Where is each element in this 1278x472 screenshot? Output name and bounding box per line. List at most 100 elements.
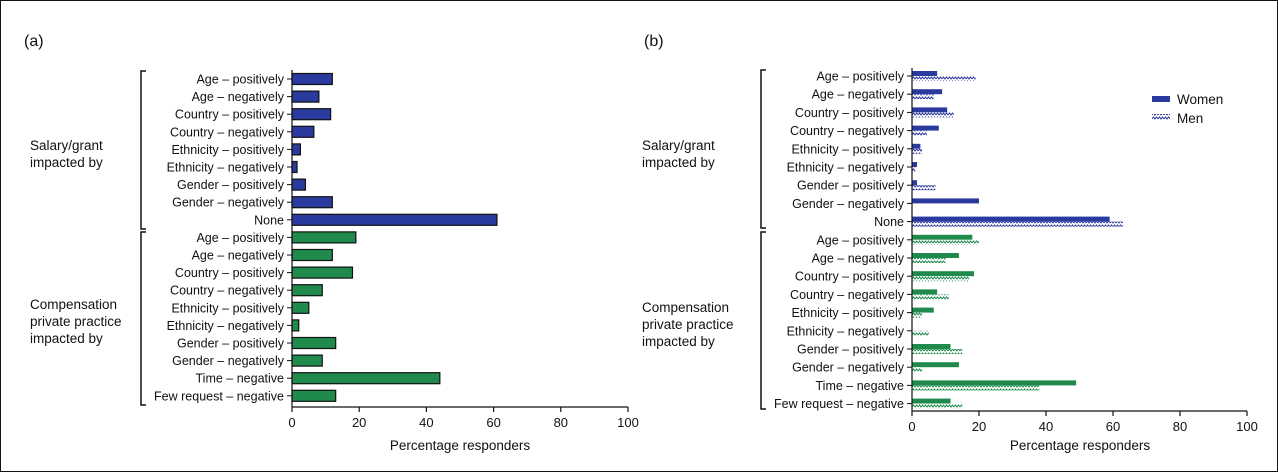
panel-b-salary-group-label: Salary/grant impacted by [642,138,719,170]
panel-b-compensation-men-bar [912,349,963,354]
panel-a-category-label: None [254,213,284,227]
panel-a-x-tick-label: 40 [419,415,433,430]
panel-a-category-label: Country – negatively [170,284,285,298]
panel-a-category-label: Age – negatively [192,90,285,104]
panel-a-salary-bar [291,160,298,174]
legend-men-swatch [1152,114,1170,120]
panel-b-compensation-women-bar [912,344,951,349]
legend-women-swatch [1152,96,1170,102]
panel-a-compensation-bar [291,248,333,262]
panel-a-comp-label-line-2: private practice [30,314,122,329]
panel-a-compensation-bar [291,231,357,244]
panel-a-compensation-bar [291,354,323,367]
panel-a-salary-group-label: Salary/grant impacted by [30,138,107,170]
panel-a-x-tick-label: 0 [288,415,295,430]
panel-a-salary-bar [291,143,301,156]
panel-a-compensation-bracket [140,231,146,406]
panel-b-compensation-men-bar [912,276,969,282]
panel-a-category-label: Ethnicity – negatively [167,319,285,333]
panel-a: (a) Salary/grant impacted by Compensatio… [24,33,639,453]
panel-b-compensation-men-bar [912,312,923,318]
panel-b-salary-men-bar [912,112,954,118]
panel-a-compensation-bar [291,266,354,279]
panel-a-category-label: Time – negative [196,372,285,386]
panel-b-compensation-women-bar [912,362,959,368]
panel-b-compensation-bracket [760,231,766,410]
panel-a-compensation-bar [291,301,310,314]
panel-b-salary-women-bar [912,143,921,149]
panel-a-compensation-bar [291,389,337,402]
panel-b-label: (b) [644,33,664,50]
panel-a-x-tick-label: 100 [617,415,639,430]
panel-a-compensation-bar [291,319,300,332]
panel-b-category-label: Gender – positively [797,343,905,357]
panel-a-category-label: Gender – negatively [172,354,285,368]
panel-b-compensation-men-bar [912,258,946,263]
panel-b-compensation-women-bar [912,271,974,277]
panel-b-salary-women-bar [912,107,948,113]
panel-b-compensation-women-bar [912,380,1077,386]
panel-b-salary-men-bar [912,167,916,172]
panel-a-salary-bar [291,213,498,226]
panel-b-compensation-women-bar [912,398,951,404]
panel-b-compensation-women-bar [912,234,973,240]
panel-b-category-label: Time – negative [816,379,905,393]
panel-a-category-label: Age – negatively [192,249,285,263]
panel-a-category-label: Gender – positively [177,178,285,192]
panel-b-category-label: Age – positively [816,70,904,84]
panel-b-salary-men-bar [912,185,936,191]
panel-b-salary-women-bar [912,216,1110,222]
panel-a-plot: Age – positively Age – negatively Country … [154,70,639,430]
panel-a-category-label: Gender – positively [177,337,285,351]
panel-a-category-label: Ethnicity – positively [171,143,284,157]
legend-men-label: Men [1177,111,1203,126]
panel-b-group-labels: Salary/grant impacted by Compensation pr… [642,138,734,349]
panel-b-salary-women-bar [912,198,979,204]
panel-b-compensation-men-bar [912,367,923,373]
panel-a-brackets [140,70,146,406]
panel-b-salary-women-bar [912,180,918,186]
panel-b-category-label: Ethnicity – negatively [787,161,905,175]
panel-b-category-label: Gender – negatively [792,361,905,375]
panel-a-comp-label-line-3: impacted by [30,331,103,346]
panel-a-salary-bar [291,125,315,138]
panel-b: (b) Salary/grant impacted by Compensatio… [642,33,1258,453]
panel-b-salary-women-bar [912,71,938,76]
panel-a-category-label: Few request – negative [154,389,284,403]
panel-b-category-label: Few request – negative [774,397,904,411]
panel-b-salary-men-bar [912,148,923,154]
panel-b-salary-men-bar [912,130,928,136]
panel-b-x-tick-label: 60 [1106,419,1120,434]
panel-b-compensation-men-bar [912,239,979,245]
panel-b-category-label: Country – negatively [790,288,905,302]
panel-b-compensation-men-bar [912,294,949,300]
panel-a-salary-bar [291,90,320,103]
panel-a-compensation-bar [291,372,441,385]
panel-b-compensation-men-bar [912,403,963,409]
panel-b-category-label: Age – positively [816,233,904,247]
panel-a-x-tick-label: 80 [554,415,568,430]
panel-b-x-axis-title: Percentage responders [1010,438,1151,453]
panel-b-category-label: None [874,215,904,229]
panel-b-salary-men-bar [912,221,1124,227]
panel-b-compensation-women-bar [912,289,938,295]
panel-b-category-label: Age – negatively [812,88,905,102]
panel-b-comp-label-line-1: Compensation [642,300,729,315]
panel-a-category-label: Ethnicity – negatively [167,161,285,175]
panel-b-category-label: Age – negatively [812,252,905,266]
panel-b-x-tick-label: 0 [908,419,915,434]
panel-a-salary-bar [291,108,332,121]
panel-b-category-label: Ethnicity – positively [791,142,904,156]
panel-b-salary-women-bar [912,162,918,167]
panel-b-salary-women-bar [912,89,943,95]
panel-b-category-label: Country – negatively [790,124,905,138]
panel-a-category-label: Country – negatively [170,125,285,139]
panel-a-comp-label-line-1: Compensation [30,297,117,312]
panel-a-salary-bar [291,178,307,191]
panel-a-category-label: Gender – negatively [172,196,285,210]
panel-b-category-label: Ethnicity – negatively [787,324,905,338]
panel-b-comp-label-line-3: impacted by [642,334,715,349]
panel-b-plot: Age – positively Age – negatively Country … [774,68,1258,434]
